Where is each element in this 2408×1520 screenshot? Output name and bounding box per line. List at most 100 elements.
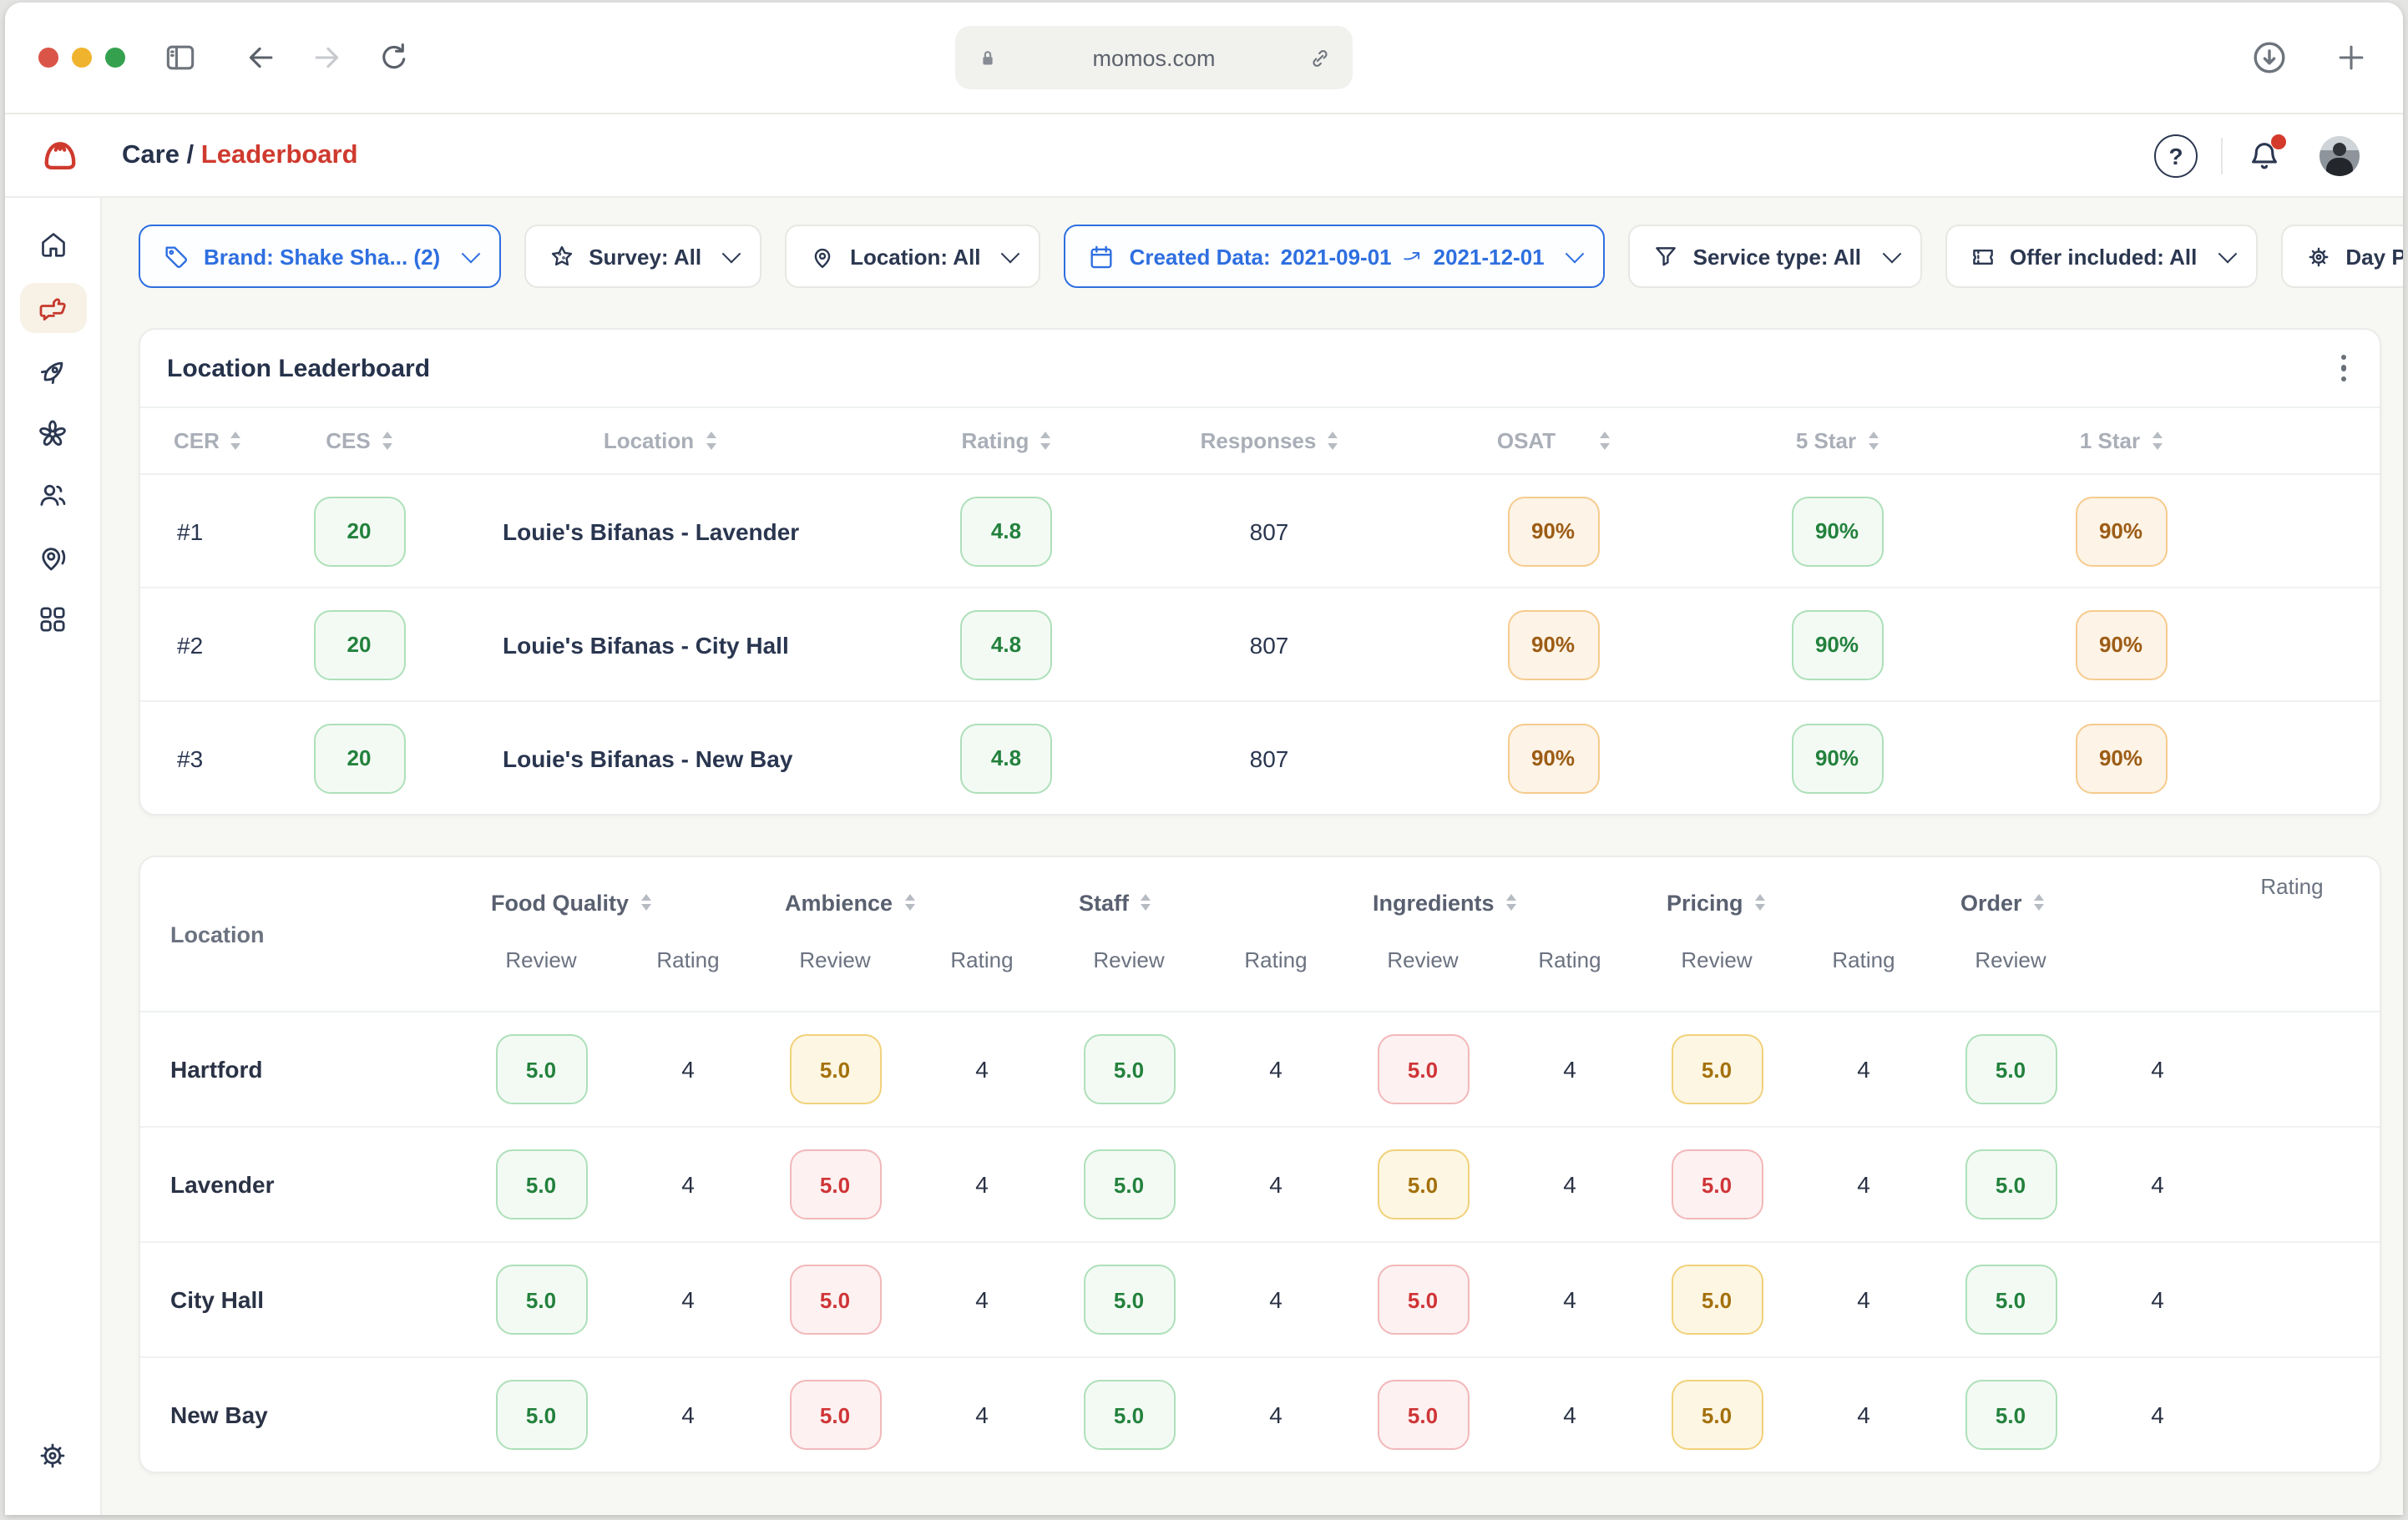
sort-icon	[382, 432, 392, 450]
ces-badge: 20	[313, 496, 405, 566]
category-row[interactable]: New Bay 5.0 4 5.0 4 5.0 4 5.0 4 5.0 4 5.0 4	[140, 1356, 2380, 1472]
zoom-window-button[interactable]	[105, 48, 125, 68]
funnel-icon	[1655, 246, 1676, 265]
location-leaderboard-card: Location Leaderboard CER CES Location Ra…	[139, 328, 2381, 816]
help-icon[interactable]: ?	[2154, 134, 2198, 177]
review-cell: 4	[1269, 1056, 1282, 1083]
sort-icon	[1141, 893, 1151, 911]
filter-offer-included[interactable]: Offer included: All	[1945, 225, 2258, 288]
rating-badge: 5.0	[1671, 1380, 1763, 1450]
sort-icon	[1505, 893, 1516, 911]
rating-badge: 5.0	[1377, 1265, 1469, 1335]
filter-bar: Brand: Shake Sha... (2) Survey: All Loca…	[139, 225, 2403, 288]
column-header-pricing[interactable]: Pricing	[1643, 874, 1937, 931]
column-header-order[interactable]: Order	[1937, 874, 2231, 931]
arrow-right-icon	[1404, 250, 1420, 260]
momos-logo-icon[interactable]	[38, 134, 82, 177]
link-icon[interactable]	[1308, 45, 1333, 70]
filter-day-part[interactable]: Day Part	[2280, 225, 2403, 288]
rank-cell: #2	[177, 631, 204, 658]
sidebar-item-insights[interactable]	[19, 410, 86, 457]
sidebar-item-growth[interactable]	[19, 348, 86, 395]
back-icon[interactable]	[242, 39, 279, 76]
responses-cell: 807	[1249, 745, 1289, 771]
column-header-location[interactable]: Location	[434, 428, 885, 453]
filter-brand[interactable]: Brand: Shake Sha... (2)	[139, 225, 501, 288]
forward-icon[interactable]	[309, 39, 346, 76]
category-row[interactable]: City Hall 5.0 4 5.0 4 5.0 4 5.0 4 5.0 4 5.0 4	[140, 1241, 2380, 1356]
rating-badge: 5.0	[1965, 1149, 2056, 1220]
subheader-rating: Rating	[1244, 947, 1308, 972]
rating-badge: 5.0	[495, 1380, 587, 1450]
column-header-ingredients[interactable]: Ingredients	[1349, 874, 1643, 931]
review-cell: 4	[975, 1401, 989, 1428]
location-cell: Louie's Bifanas - City Hall	[503, 631, 789, 658]
column-header-rating[interactable]: Rating	[885, 428, 1127, 453]
column-header-ces[interactable]: CES	[284, 428, 434, 453]
5star-badge: 90%	[1791, 723, 1883, 793]
sort-icon	[2033, 893, 2044, 911]
column-header-osat[interactable]: OSAT	[1411, 428, 1695, 453]
chevron-down-icon	[460, 244, 480, 264]
reload-icon[interactable]	[376, 39, 412, 76]
column-header-food-quality[interactable]: Food Quality	[468, 874, 761, 931]
review-cell: 4	[681, 1056, 695, 1083]
notifications-bell-icon[interactable]	[2246, 134, 2286, 174]
user-avatar[interactable]	[2319, 135, 2360, 175]
header-divider	[2221, 137, 2223, 174]
leaderboard-row[interactable]: #2 20 Louie's Bifanas - City Hall 4.8 80…	[140, 587, 2380, 700]
filter-service-type[interactable]: Service type: All	[1627, 225, 1921, 288]
ticket-icon	[1972, 249, 1992, 264]
rating-badge: 5.0	[1965, 1380, 2056, 1450]
address-bar[interactable]: momos.com	[955, 26, 1353, 89]
downloads-icon[interactable]	[2249, 38, 2289, 78]
sidebar-item-settings[interactable]	[19, 1432, 86, 1478]
minimize-window-button[interactable]	[72, 48, 92, 68]
sidebar-item-customers[interactable]	[19, 472, 86, 518]
filter-created-date[interactable]: Created Data: 2021-09-01 2021-12-01	[1064, 225, 1605, 288]
category-row[interactable]: Hartford 5.0 4 5.0 4 5.0 4 5.0 4 5.0 4 5.0 4	[140, 1012, 2380, 1126]
sort-icon	[230, 432, 241, 450]
review-cell: 4	[1563, 1171, 1576, 1198]
filter-location[interactable]: Location: All	[785, 225, 1041, 288]
sidebar-item-locations[interactable]	[19, 533, 86, 580]
card-title: Location Leaderboard	[167, 354, 431, 382]
sidebar-toggle-icon[interactable]	[162, 39, 199, 76]
column-header-1star[interactable]: 1 Star	[1979, 428, 2263, 453]
column-header-5star[interactable]: 5 Star	[1695, 428, 1979, 453]
category-row[interactable]: Lavender 5.0 4 5.0 4 5.0 4 5.0 4 5.0 4 5.0 4	[140, 1126, 2380, 1241]
column-header-staff[interactable]: Staff	[1055, 874, 1349, 931]
close-window-button[interactable]	[38, 48, 58, 68]
review-cell: 4	[1563, 1401, 1576, 1428]
sort-icon	[1328, 432, 1338, 450]
rating-badge: 4.8	[960, 609, 1052, 679]
sidebar-item-home[interactable]	[19, 221, 86, 268]
filter-location-label: Location: All	[850, 244, 981, 269]
filter-survey[interactable]: Survey: All	[524, 225, 762, 288]
column-header-ambience[interactable]: Ambience	[761, 874, 1055, 931]
main-content: Brand: Shake Sha... (2) Survey: All Loca…	[102, 198, 2403, 1515]
subheader-review: Review	[1093, 947, 1165, 972]
window-controls	[38, 48, 125, 68]
leaderboard-row[interactable]: #3 20 Louie's Bifanas - New Bay 4.8 807 …	[140, 700, 2380, 814]
leaderboard-header-row: CER CES Location Rating Responses OSAT 5…	[140, 408, 2380, 475]
breadcrumb-section[interactable]: Care	[122, 140, 180, 169]
review-cell: 4	[1857, 1286, 1870, 1313]
location-cell: City Hall	[170, 1286, 265, 1313]
new-tab-icon[interactable]	[2333, 39, 2370, 76]
rating-badge: 5.0	[1377, 1034, 1469, 1104]
subheader-rating: Rating	[1832, 947, 1895, 972]
filter-created-label: Created Data:	[1129, 244, 1271, 269]
location-cell: Louie's Bifanas - Lavender	[503, 518, 800, 544]
column-header-location: Location	[170, 922, 265, 947]
leaderboard-row[interactable]: #1 20 Louie's Bifanas - Lavender 4.8 807…	[140, 475, 2380, 587]
sidebar-item-apps[interactable]	[19, 595, 86, 642]
sidebar-item-care[interactable]	[19, 283, 86, 333]
column-header-cer[interactable]: CER	[167, 428, 284, 453]
kebab-menu-icon[interactable]	[2334, 348, 2353, 389]
column-header-responses[interactable]: Responses	[1127, 428, 1411, 453]
app-header: Care / Leaderboard ?	[5, 114, 2403, 198]
subheader-review: Review	[1975, 947, 2046, 972]
subheader-review: Review	[799, 947, 871, 972]
location-cell: Hartford	[170, 1056, 263, 1083]
